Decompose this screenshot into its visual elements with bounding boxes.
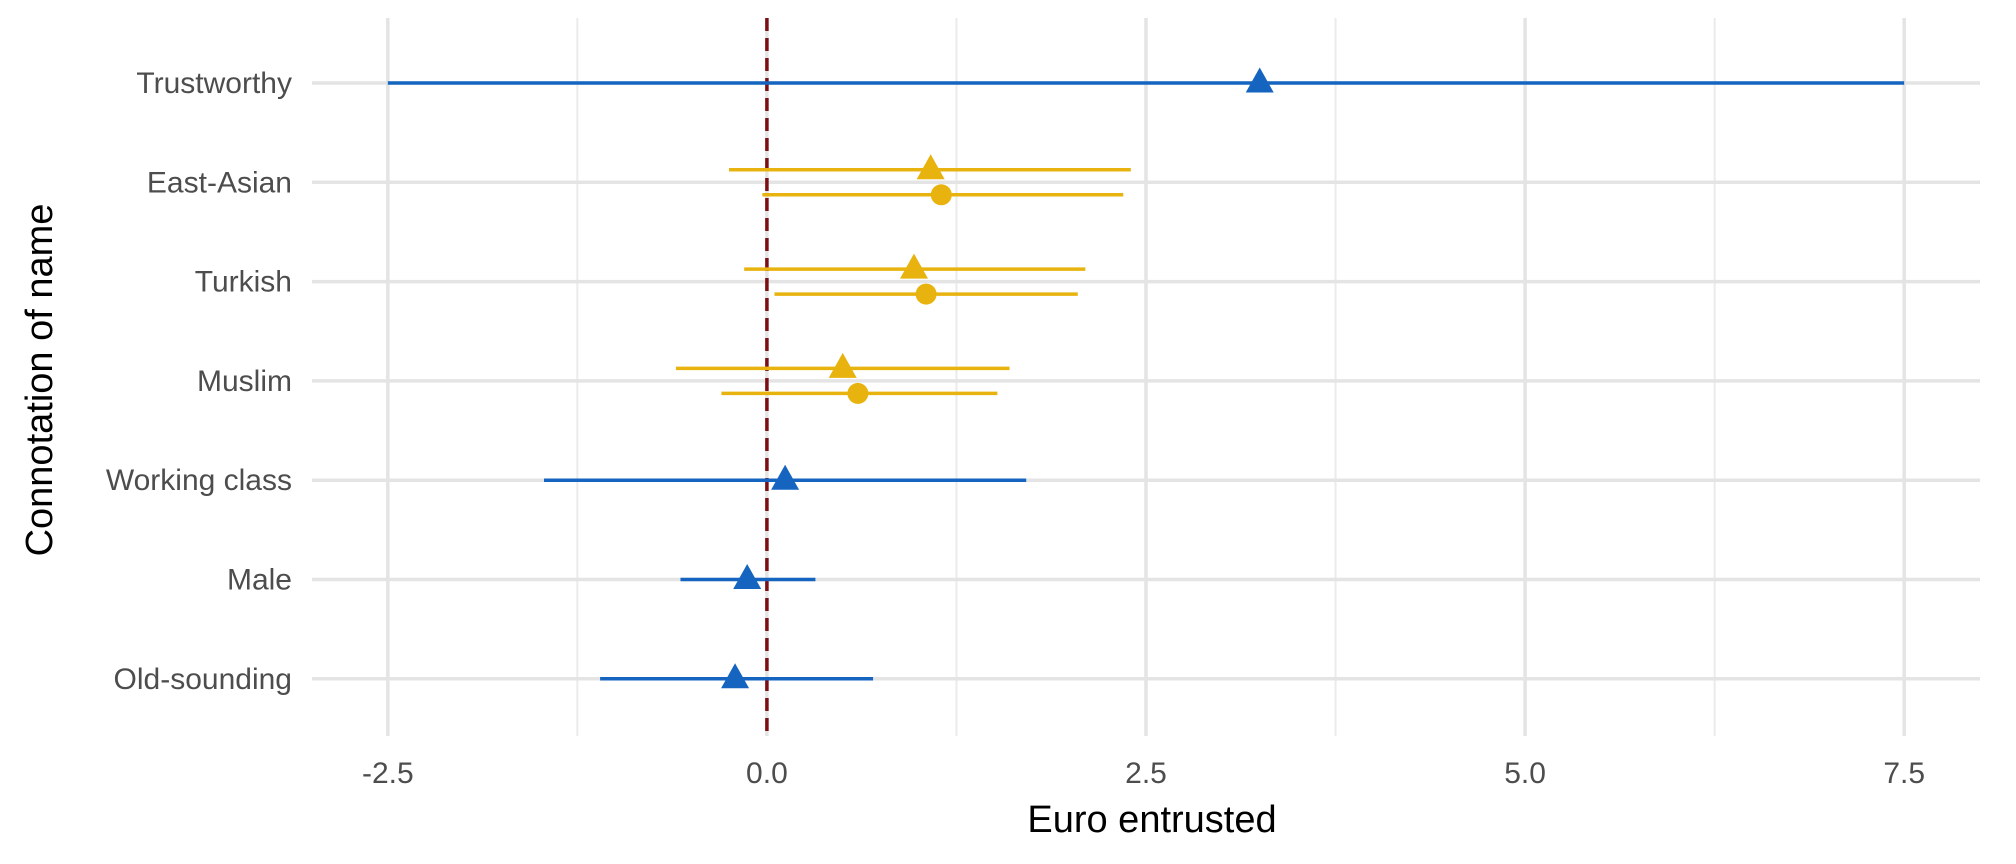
y-tick-label: East-Asian (147, 166, 292, 199)
x-tick-label: 5.0 (1504, 757, 1546, 790)
point-estimate-triangle (899, 253, 928, 279)
y-tick-label: Working class (106, 464, 292, 497)
x-axis-title: Euro entrusted (1027, 799, 1276, 841)
point-estimate-triangle (771, 464, 800, 490)
point-estimate-triangle (916, 154, 945, 180)
y-tick-label: Male (227, 564, 292, 597)
point-estimate-triangle (828, 352, 857, 378)
grid (312, 18, 1980, 736)
y-axis-ticks: Trustworthy East-Asian Turkish Muslim Workin… (106, 67, 292, 696)
y-tick-label: Trustworthy (136, 67, 292, 100)
data-marks (387, 67, 1905, 689)
y-axis-title: Connotation of name (19, 204, 61, 557)
y-tick-label: Turkish (195, 266, 292, 299)
x-tick-label: 2.5 (1125, 757, 1167, 790)
point-estimate-circle (930, 184, 952, 206)
x-tick-label: 0.0 (746, 757, 788, 790)
y-tick-label: Old-sounding (114, 663, 292, 696)
point-estimate-triangle (1245, 67, 1274, 93)
point-estimate-circle (915, 283, 937, 305)
point-estimate-circle (847, 382, 869, 404)
point-estimate-triangle (733, 564, 762, 589)
x-tick-label: -2.5 (362, 757, 414, 790)
x-tick-label: 7.5 (1883, 757, 1925, 790)
y-tick-label: Muslim (197, 365, 292, 398)
point-estimate-triangle (721, 663, 750, 689)
x-axis-ticks: -2.5 0.0 2.5 5.0 7.5 (362, 757, 1925, 790)
